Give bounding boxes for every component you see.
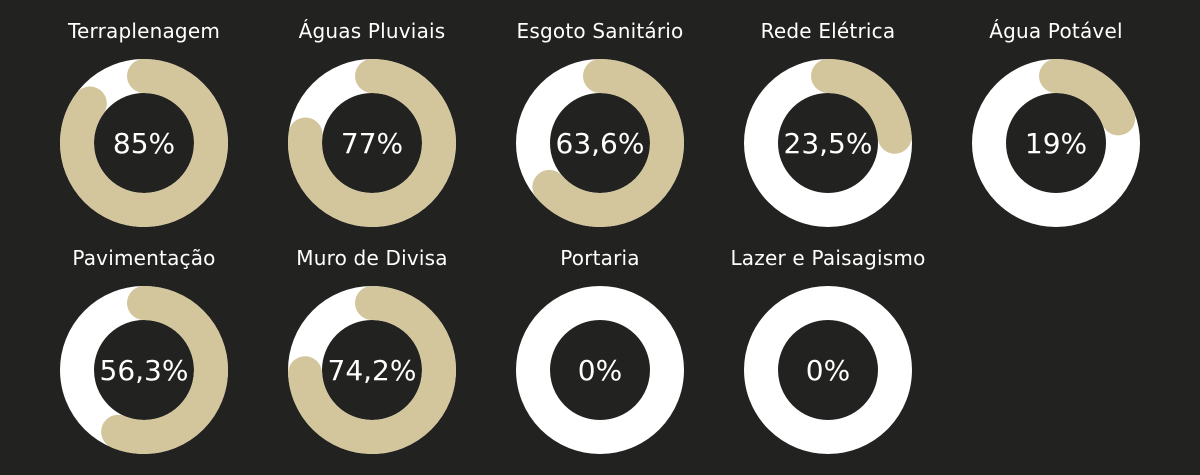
progress-ring: [288, 286, 456, 454]
progress-ring-svg: [60, 286, 228, 454]
progress-ring-arc: [744, 59, 912, 227]
metric-card-terraplenagem: Terraplenagem 85%: [30, 14, 258, 241]
progress-ring-svg: [288, 286, 456, 454]
metric-title: Terraplenagem: [67, 19, 221, 43]
progress-ring: [744, 286, 912, 454]
metric-card-muro-de-divisa: Muro de Divisa 74,2%: [258, 241, 486, 468]
progress-ring: [972, 59, 1140, 227]
metric-card-lazer-e-paisagismo: Lazer e Paisagismo 0%: [714, 241, 942, 468]
metric-card-esgoto-sanitario: Esgoto Sanitário 63,6%: [486, 14, 714, 241]
progress-ring-arc: [288, 59, 456, 227]
progress-ring: [744, 59, 912, 227]
progress-ring-svg: [972, 59, 1140, 227]
progress-ring-svg: [516, 286, 684, 454]
metric-title: Pavimentação: [72, 246, 216, 270]
metric-card-pavimentacao: Pavimentação 56,3%: [30, 241, 258, 468]
progress-ring-arc: [972, 59, 1140, 227]
progress-ring-arc: [288, 286, 456, 454]
progress-ring-arc: [60, 286, 228, 454]
progress-ring-arc: [516, 59, 684, 227]
progress-grid: Terraplenagem 85% Águas Pluviais 77% Esg…: [30, 14, 1170, 468]
progress-ring-svg: [516, 59, 684, 227]
metric-card-portaria: Portaria 0%: [486, 241, 714, 468]
progress-ring-svg: [744, 59, 912, 227]
metric-title: Muro de Divisa: [296, 246, 448, 270]
progress-ring: [60, 59, 228, 227]
metric-title: Lazer e Paisagismo: [730, 246, 926, 270]
metric-title: Água Potável: [989, 19, 1123, 43]
progress-ring-track: [516, 286, 684, 454]
progress-ring: [516, 286, 684, 454]
progress-ring-svg: [744, 286, 912, 454]
progress-ring-svg: [288, 59, 456, 227]
progress-ring: [60, 286, 228, 454]
metric-card-agua-potavel: Água Potável 19%: [942, 14, 1170, 241]
progress-ring-svg: [60, 59, 228, 227]
progress-ring: [288, 59, 456, 227]
progress-ring-track: [744, 286, 912, 454]
metric-title: Águas Pluviais: [298, 19, 446, 43]
progress-ring-arc: [60, 59, 228, 227]
metric-card-rede-eletrica: Rede Elétrica 23,5%: [714, 14, 942, 241]
metric-title: Rede Elétrica: [760, 19, 896, 43]
metric-card-aguas-pluviais: Águas Pluviais 77%: [258, 14, 486, 241]
metric-title: Portaria: [560, 246, 640, 270]
progress-ring: [516, 59, 684, 227]
metric-title: Esgoto Sanitário: [516, 19, 684, 43]
